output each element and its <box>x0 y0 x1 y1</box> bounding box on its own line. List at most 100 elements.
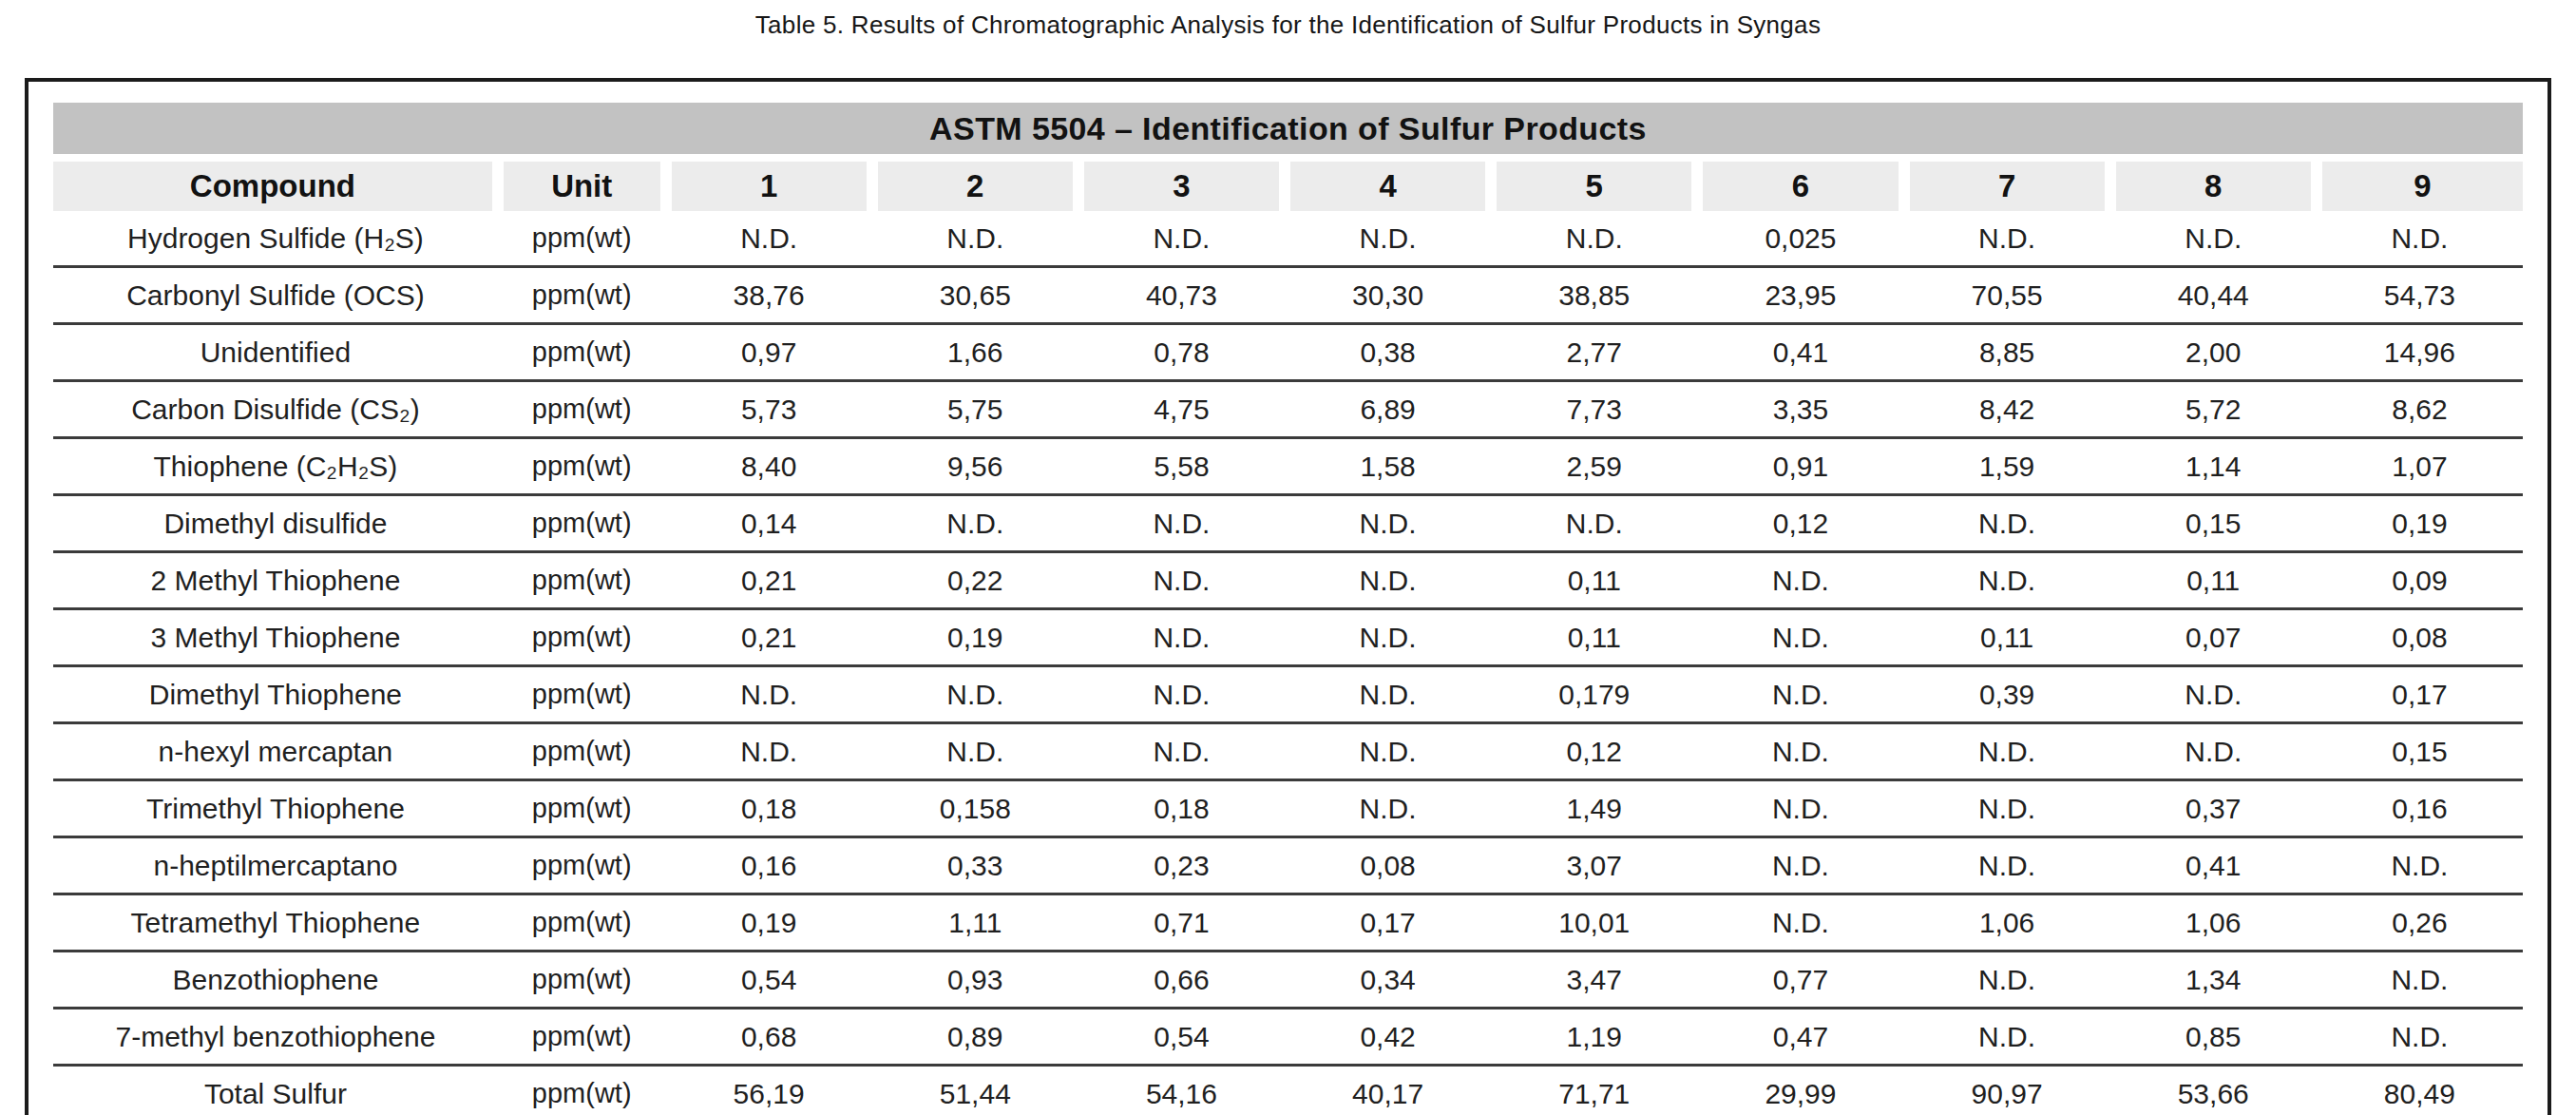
value-cell: 1,14 <box>2110 438 2317 495</box>
value-cell: N.D. <box>1285 211 1491 267</box>
value-cell: 0,89 <box>872 1009 1078 1066</box>
value-cell: N.D. <box>1904 211 2110 267</box>
table-row: Total Sulfur ppm(wt) 56,19 51,44 54,16 4… <box>53 1066 2523 1115</box>
value-cell: N.D. <box>1078 495 1285 552</box>
value-cell: 0,11 <box>1904 609 2110 666</box>
table-row: Dimethyl disulfide ppm(wt) 0,14 N.D. N.D… <box>53 495 2523 552</box>
compound-cell: n-hexyl mercaptan <box>53 723 498 780</box>
value-cell: 3,47 <box>1491 952 1697 1009</box>
value-cell: 0,12 <box>1491 723 1697 780</box>
table-row: Thiophene (C₂H₂S) ppm(wt) 8,40 9,56 5,58… <box>53 438 2523 495</box>
value-cell: 5,73 <box>666 381 872 438</box>
value-cell: 0,08 <box>2317 609 2523 666</box>
value-cell: 0,07 <box>2110 609 2317 666</box>
value-cell: 0,71 <box>1078 894 1285 952</box>
unit-cell: ppm(wt) <box>498 609 666 666</box>
value-cell: 1,59 <box>1904 438 2110 495</box>
value-cell: 30,30 <box>1285 267 1491 324</box>
value-cell: N.D. <box>1904 837 2110 894</box>
value-cell: 0,18 <box>666 780 872 837</box>
column-header-sample-9: 9 <box>2317 162 2523 211</box>
value-cell: 0,15 <box>2317 723 2523 780</box>
table-body: Hydrogen Sulfide (H₂S) ppm(wt) N.D. N.D.… <box>53 211 2523 1115</box>
value-cell: 0,18 <box>1078 780 1285 837</box>
table-row: Unidentified ppm(wt) 0,97 1,66 0,78 0,38… <box>53 324 2523 381</box>
value-cell: 0,17 <box>1285 894 1491 952</box>
value-cell: 70,55 <box>1904 267 2110 324</box>
compound-cell: Thiophene (C₂H₂S) <box>53 438 498 495</box>
value-cell: 3,07 <box>1491 837 1697 894</box>
value-cell: 0,91 <box>1697 438 1903 495</box>
value-cell: 0,41 <box>1697 324 1903 381</box>
value-cell: 40,44 <box>2110 267 2317 324</box>
astm-banner: ASTM 5504 – Identification of Sulfur Pro… <box>53 103 2523 154</box>
unit-cell: ppm(wt) <box>498 780 666 837</box>
value-cell: N.D. <box>1697 894 1903 952</box>
value-cell: 7,73 <box>1491 381 1697 438</box>
value-cell: 80,49 <box>2317 1066 2523 1115</box>
value-cell: 0,38 <box>1285 324 1491 381</box>
value-cell: 9,56 <box>872 438 1078 495</box>
value-cell: N.D. <box>872 211 1078 267</box>
value-cell: 0,19 <box>2317 495 2523 552</box>
value-cell: N.D. <box>1285 780 1491 837</box>
value-cell: 90,97 <box>1904 1066 2110 1115</box>
value-cell: 40,17 <box>1285 1066 1491 1115</box>
unit-cell: ppm(wt) <box>498 952 666 1009</box>
value-cell: 1,66 <box>872 324 1078 381</box>
table-row: Trimethyl Thiophene ppm(wt) 0,18 0,158 0… <box>53 780 2523 837</box>
value-cell: N.D. <box>1697 609 1903 666</box>
compound-cell: Total Sulfur <box>53 1066 498 1115</box>
value-cell: 0,93 <box>872 952 1078 1009</box>
value-cell: 0,11 <box>2110 552 2317 609</box>
value-cell: 10,01 <box>1491 894 1697 952</box>
value-cell: N.D. <box>1491 211 1697 267</box>
value-cell: 0,11 <box>1491 552 1697 609</box>
value-cell: N.D. <box>1078 552 1285 609</box>
value-cell: 1,06 <box>2110 894 2317 952</box>
value-cell: N.D. <box>666 211 872 267</box>
compound-cell: Carbonyl Sulfide (OCS) <box>53 267 498 324</box>
value-cell: 53,66 <box>2110 1066 2317 1115</box>
value-cell: 0,68 <box>666 1009 872 1066</box>
table-row: 3 Methyl Thiophene ppm(wt) 0,21 0,19 N.D… <box>53 609 2523 666</box>
value-cell: 0,08 <box>1285 837 1491 894</box>
value-cell: 0,025 <box>1697 211 1903 267</box>
value-cell: 0,19 <box>666 894 872 952</box>
table-row: Carbonyl Sulfide (OCS) ppm(wt) 38,76 30,… <box>53 267 2523 324</box>
column-header-sample-7: 7 <box>1904 162 2110 211</box>
value-cell: N.D. <box>2110 666 2317 723</box>
value-cell: 8,62 <box>2317 381 2523 438</box>
value-cell: 0,34 <box>1285 952 1491 1009</box>
value-cell: N.D. <box>2317 952 2523 1009</box>
compound-cell: 3 Methyl Thiophene <box>53 609 498 666</box>
unit-cell: ppm(wt) <box>498 1066 666 1115</box>
unit-cell: ppm(wt) <box>498 267 666 324</box>
compound-cell: Carbon Disulfide (CS₂) <box>53 381 498 438</box>
value-cell: 0,12 <box>1697 495 1903 552</box>
unit-cell: ppm(wt) <box>498 1009 666 1066</box>
unit-cell: ppm(wt) <box>498 894 666 952</box>
value-cell: N.D. <box>1078 211 1285 267</box>
value-cell: 0,47 <box>1697 1009 1903 1066</box>
unit-cell: ppm(wt) <box>498 552 666 609</box>
column-header-sample-5: 5 <box>1491 162 1697 211</box>
value-cell: 0,39 <box>1904 666 2110 723</box>
value-cell: 38,85 <box>1491 267 1697 324</box>
value-cell: 0,78 <box>1078 324 1285 381</box>
value-cell: 0,158 <box>872 780 1078 837</box>
value-cell: 1,49 <box>1491 780 1697 837</box>
value-cell: N.D. <box>1697 780 1903 837</box>
value-cell: 0,85 <box>2110 1009 2317 1066</box>
value-cell: 2,00 <box>2110 324 2317 381</box>
value-cell: 0,97 <box>666 324 872 381</box>
page-title: Table 5. Results of Chromatographic Anal… <box>0 0 2576 40</box>
value-cell: N.D. <box>2110 211 2317 267</box>
table-row: n-heptilmercaptano ppm(wt) 0,16 0,33 0,2… <box>53 837 2523 894</box>
value-cell: 0,26 <box>2317 894 2523 952</box>
value-cell: 38,76 <box>666 267 872 324</box>
compound-cell: Trimethyl Thiophene <box>53 780 498 837</box>
compound-cell: Dimethyl disulfide <box>53 495 498 552</box>
value-cell: N.D. <box>872 495 1078 552</box>
unit-cell: ppm(wt) <box>498 666 666 723</box>
